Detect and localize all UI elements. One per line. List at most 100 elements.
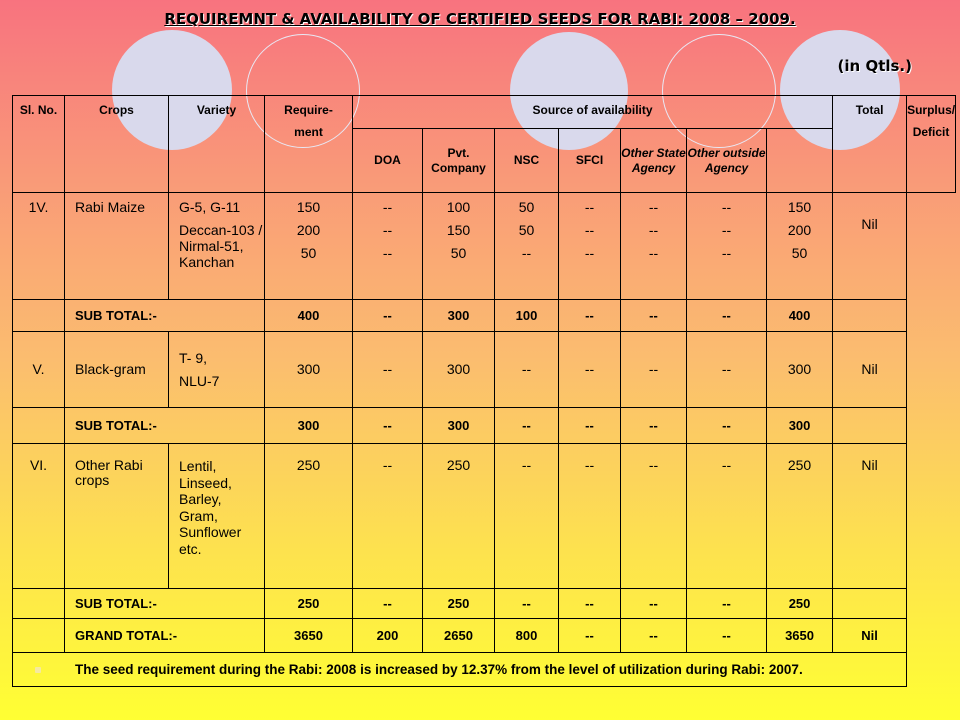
empty-cell <box>12 299 65 332</box>
header-doa: DOA <box>352 128 423 193</box>
header-requirement-line1: Require- <box>284 103 333 117</box>
requirement-cell: 300 <box>264 331 353 408</box>
total-cell: 400 <box>765 299 834 332</box>
variety-cell: G-5, G-11 Deccan-103 / Nirmal-51, Kancha… <box>168 192 265 300</box>
doa-cell: -- <box>352 299 423 332</box>
header-surplus-line1: Surplus/ <box>907 103 956 117</box>
note-cell: The seed requirement during the Rabi: 20… <box>11 652 908 687</box>
sl-cell: 1V. <box>12 192 65 300</box>
value: -- <box>721 245 732 261</box>
value: -- <box>584 245 595 261</box>
note-row: The seed requirement during the Rabi: 20… <box>11 652 956 687</box>
subtotal-label: SUB TOTAL:- <box>64 588 265 619</box>
pvt-cell: 300 <box>422 299 495 332</box>
sfci-cell: -- <box>558 443 621 589</box>
header-sl-no: Sl. No. <box>12 95 65 193</box>
total-cell: 300 <box>765 331 834 408</box>
note-text: The seed requirement during the Rabi: 20… <box>75 662 803 677</box>
requirement-cell: 250 <box>264 588 353 619</box>
other-outside-cell: -- <box>686 299 767 332</box>
unit-label: (in Qtls.) <box>837 57 912 75</box>
sfci-cell: -- -- -- <box>558 192 621 300</box>
variety-line: G-5, G-11 <box>179 199 241 215</box>
surplus-cell: Nil <box>832 192 908 300</box>
grand-total-label: GRAND TOTAL:- <box>64 618 265 653</box>
header-requirement-line2: ment <box>294 125 323 139</box>
requirement-cell: 3650 <box>264 618 353 653</box>
nsc-cell: -- <box>494 443 559 589</box>
header-variety: Variety <box>168 95 265 193</box>
value: -- <box>648 245 659 261</box>
surplus-cell: Nil <box>832 618 908 653</box>
value: 150 <box>446 222 471 238</box>
header-total: Total <box>832 95 908 193</box>
empty-cell <box>832 299 908 332</box>
header-other-state: Other State Agency <box>620 128 687 193</box>
other-state-cell: -- <box>620 618 687 653</box>
empty-cell <box>12 407 65 444</box>
value: 50 <box>300 245 317 261</box>
subtotal-row: SUB TOTAL:- 400 -- 300 100 -- -- -- 400 <box>12 299 956 332</box>
crop-text: Other Rabi crops <box>75 457 143 488</box>
total-cell: 250 <box>765 588 834 619</box>
sfci-cell: -- <box>558 331 621 408</box>
header-crops: Crops <box>64 95 169 193</box>
value: 200 <box>787 222 812 238</box>
header-sfci: SFCI <box>558 128 621 193</box>
value: 200 <box>296 222 321 238</box>
value: -- <box>382 245 393 261</box>
other-outside-cell: -- <box>686 588 767 619</box>
value: -- <box>721 199 732 215</box>
doa-cell: 200 <box>352 618 423 653</box>
other-state-cell: -- <box>620 443 687 589</box>
seed-table: Sl. No. Crops Variety Require- ment Sour… <box>11 95 956 687</box>
value: -- <box>584 199 595 215</box>
empty-cell <box>832 588 908 619</box>
header-source: Source of availability <box>351 95 834 129</box>
table-row: 1V. Rabi Maize G-5, G-11 Deccan-103 / Ni… <box>12 192 956 300</box>
subtotal-label: SUB TOTAL:- <box>64 407 265 444</box>
other-outside-cell: -- <box>686 618 767 653</box>
sl-cell: VI. <box>12 443 65 589</box>
empty-cell <box>12 588 65 619</box>
doa-cell: -- <box>352 443 423 589</box>
variety-line: T- 9, <box>179 349 208 366</box>
surplus-cell: Nil <box>832 443 908 589</box>
nsc-cell: -- <box>494 588 559 619</box>
header-pvt: Pvt. Company <box>422 128 495 193</box>
pvt-cell: 100 150 50 <box>422 192 495 300</box>
other-outside-cell: -- <box>686 443 767 589</box>
value: -- <box>584 222 595 238</box>
variety-line: Deccan-103 / Nirmal-51, Kanchan <box>179 222 263 270</box>
sfci-cell: -- <box>558 407 621 444</box>
table-row: VI. Other Rabi crops Lentil, Linseed, Ba… <box>12 443 956 589</box>
crop-cell: Black-gram <box>64 331 169 408</box>
subtotal-row: SUB TOTAL:- 250 -- 250 -- -- -- -- 250 <box>12 588 956 619</box>
header-surplus-line2: Deficit <box>912 125 950 139</box>
requirement-cell: 400 <box>264 299 353 332</box>
value: -- <box>382 199 393 215</box>
empty-cell <box>12 618 65 653</box>
crop-cell: Rabi Maize <box>64 192 169 300</box>
other-outside-cell: -- <box>686 407 767 444</box>
pvt-cell: 2650 <box>422 618 495 653</box>
header-surplus: Surplus/ Deficit <box>906 95 956 193</box>
other-state-cell: -- -- -- <box>620 192 687 300</box>
pvt-cell: 300 <box>422 331 495 408</box>
value: -- <box>648 222 659 238</box>
nsc-cell: -- <box>494 407 559 444</box>
other-state-cell: -- <box>620 588 687 619</box>
total-cell: 300 <box>765 407 834 444</box>
other-state-cell: -- <box>620 331 687 408</box>
value: 150 <box>296 199 321 215</box>
total-cell: 3650 <box>765 618 834 653</box>
header-requirement: Require- ment <box>264 95 353 193</box>
pvt-cell: 300 <box>422 407 495 444</box>
value: 50 <box>518 222 535 238</box>
requirement-cell: 250 <box>264 443 353 589</box>
bullet-icon <box>35 666 41 673</box>
value: -- <box>521 245 532 261</box>
requirement-cell: 300 <box>264 407 353 444</box>
subtotal-row: SUB TOTAL:- 300 -- 300 -- -- -- -- 300 <box>12 407 956 444</box>
value: 100 <box>446 199 471 215</box>
